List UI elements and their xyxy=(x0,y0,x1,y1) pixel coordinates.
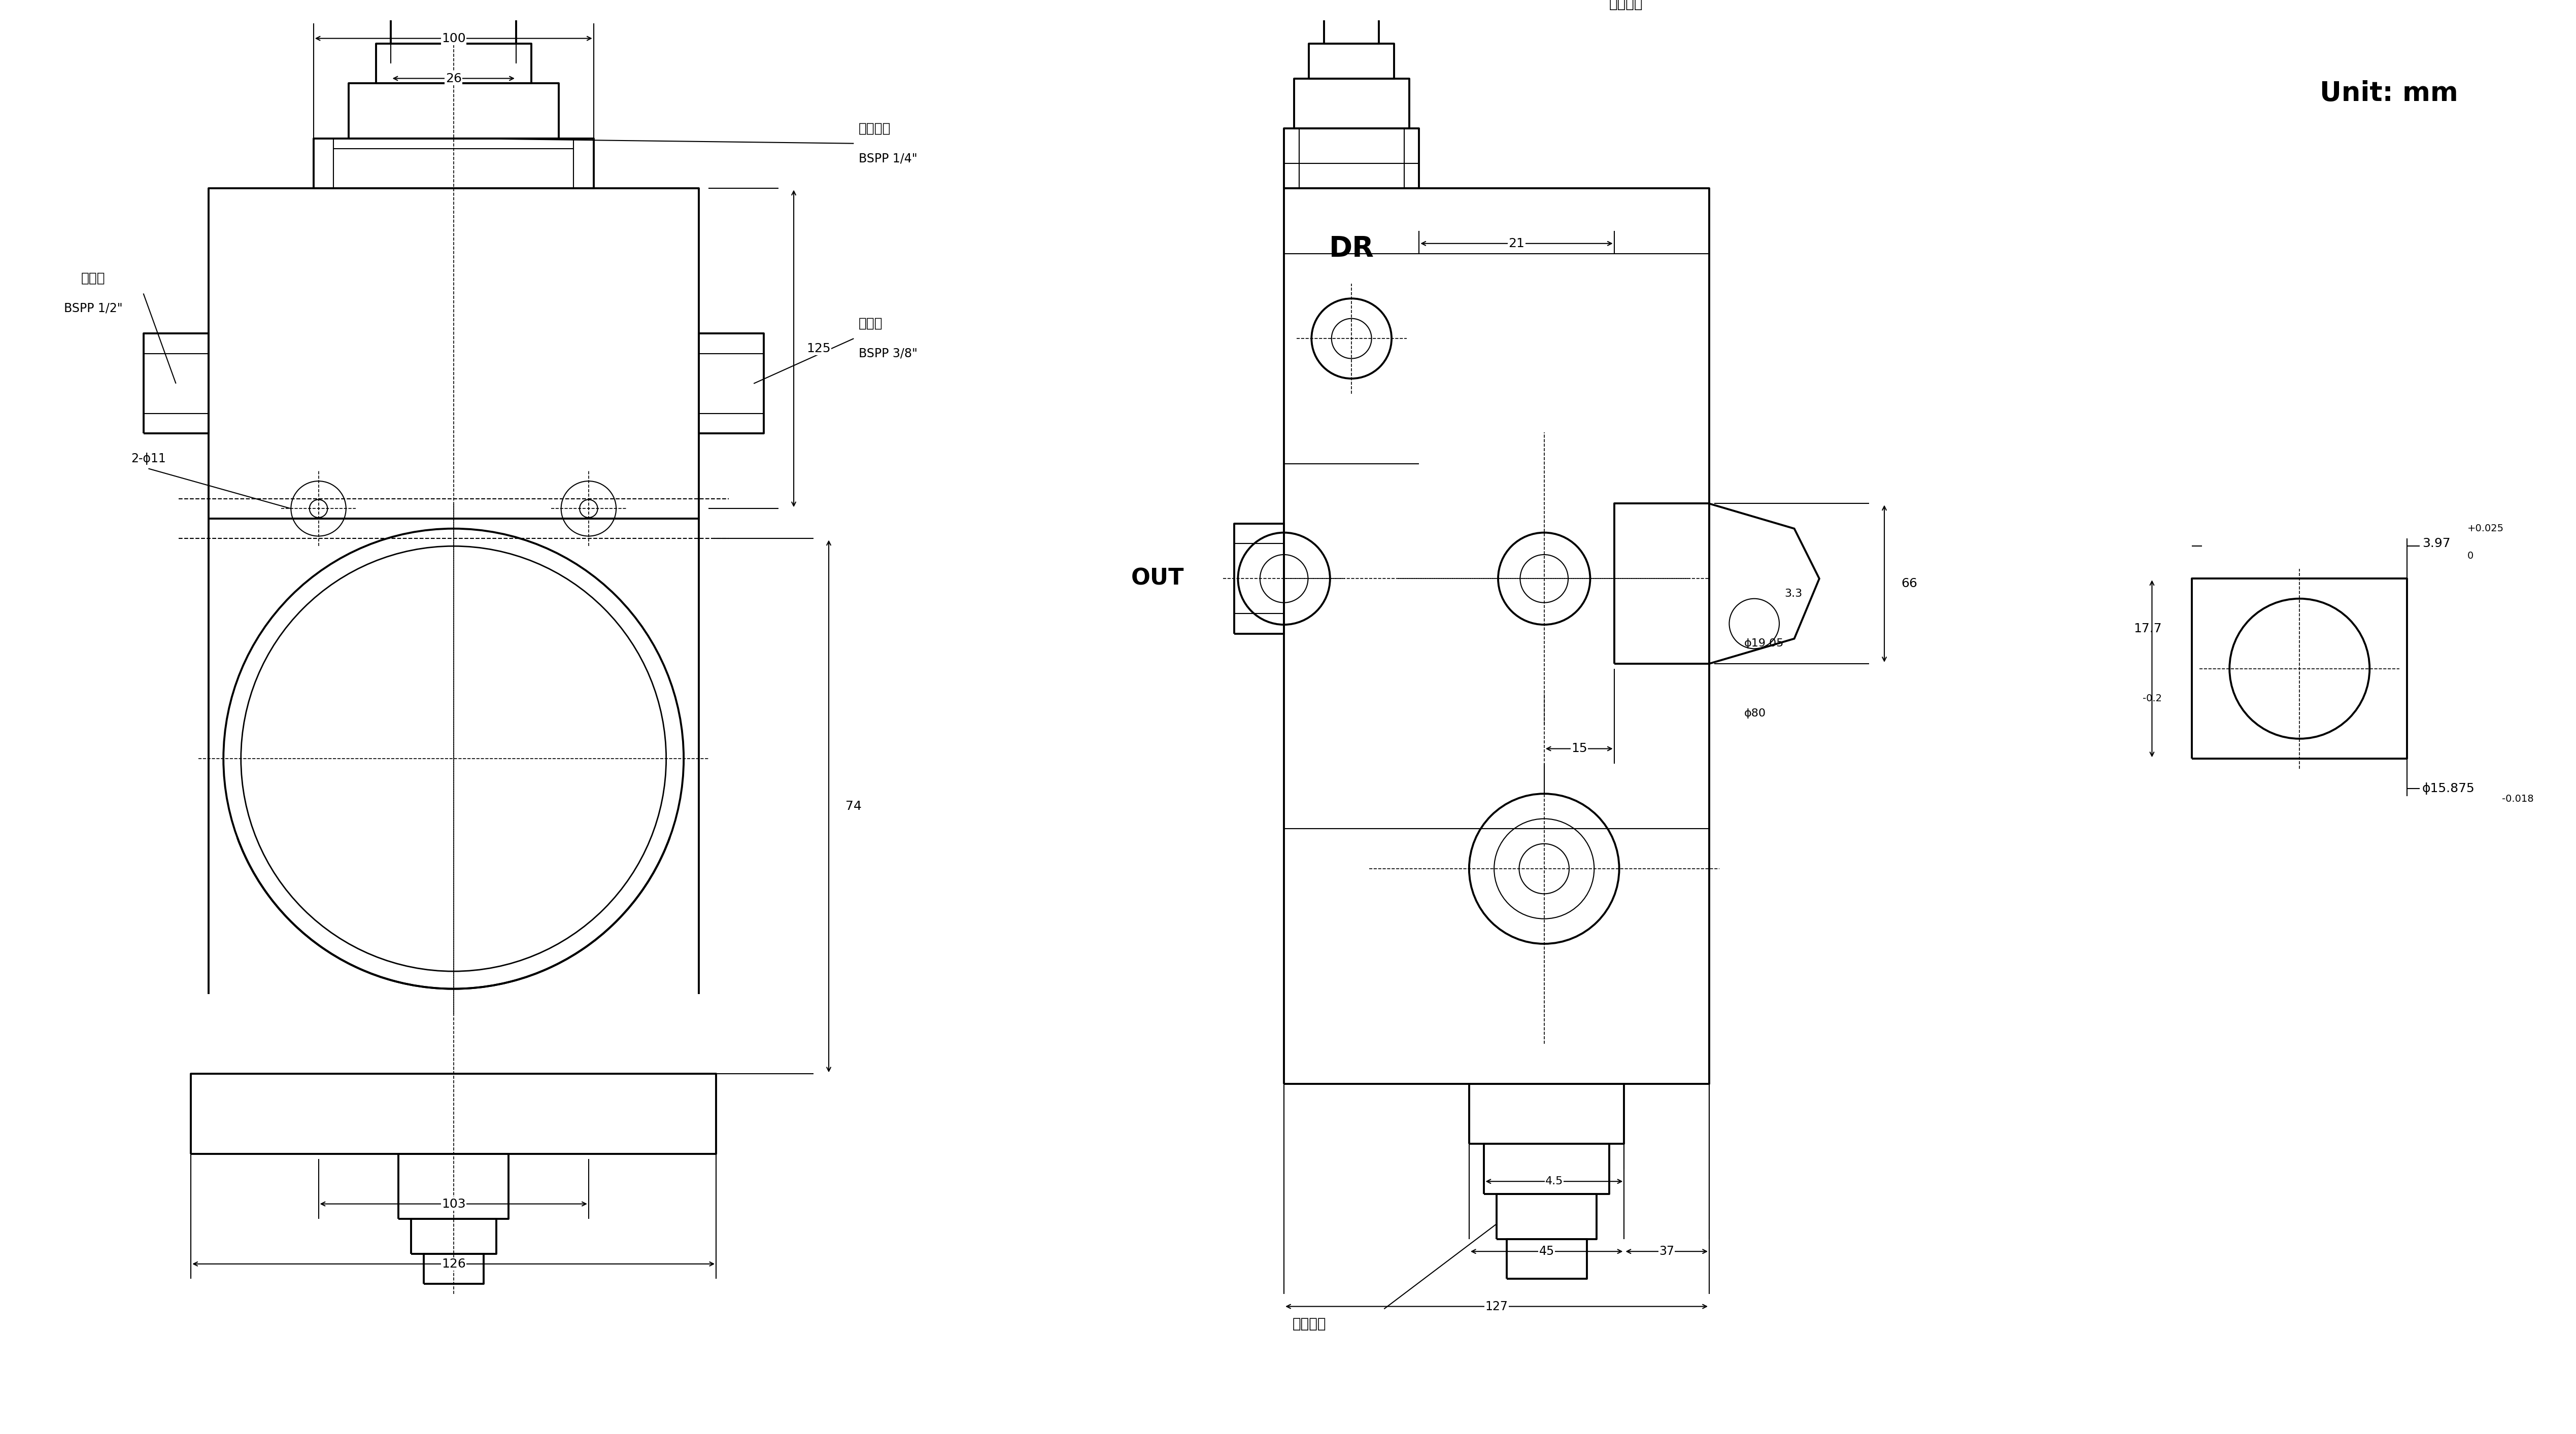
Text: 103: 103 xyxy=(440,1197,466,1210)
Text: 3.97: 3.97 xyxy=(2421,538,2450,549)
Text: 66: 66 xyxy=(1901,578,1917,589)
Text: 37: 37 xyxy=(1659,1245,1674,1258)
Text: ϕ15.875: ϕ15.875 xyxy=(2421,783,2476,794)
Text: 74: 74 xyxy=(845,800,863,812)
Text: 流量調整: 流量調整 xyxy=(1293,1316,1327,1331)
Text: -0.018: -0.018 xyxy=(2501,794,2535,803)
Text: BSPP 3/8": BSPP 3/8" xyxy=(858,347,917,360)
Text: 3.3: 3.3 xyxy=(1785,588,1803,599)
Text: 壓力調整: 壓力調整 xyxy=(1610,0,1643,10)
Text: 125: 125 xyxy=(806,343,832,354)
Text: 內洩油口: 內洩油口 xyxy=(858,122,891,135)
Text: OUT: OUT xyxy=(1131,568,1185,589)
Text: 100: 100 xyxy=(440,33,466,44)
Text: 4.5: 4.5 xyxy=(1546,1176,1564,1186)
Text: 入油口: 入油口 xyxy=(82,272,106,285)
Text: -0.2: -0.2 xyxy=(2143,694,2161,704)
Text: 21: 21 xyxy=(1510,238,1525,250)
Text: Unit: mm: Unit: mm xyxy=(2318,80,2458,106)
Text: 15: 15 xyxy=(1571,743,1587,754)
Text: +0.025: +0.025 xyxy=(2468,523,2504,533)
Text: BSPP 1/2": BSPP 1/2" xyxy=(64,303,124,314)
Text: ϕ19.05: ϕ19.05 xyxy=(1744,638,1785,648)
Text: ϕ80: ϕ80 xyxy=(1744,708,1767,718)
Text: BSPP 1/4": BSPP 1/4" xyxy=(858,152,917,165)
Text: 126: 126 xyxy=(440,1258,466,1271)
Text: 2-ϕ11: 2-ϕ11 xyxy=(131,453,165,465)
Text: 出油口: 出油口 xyxy=(858,317,884,330)
Text: DR: DR xyxy=(1329,235,1373,262)
Text: 0: 0 xyxy=(2468,551,2473,561)
Text: 127: 127 xyxy=(1486,1301,1507,1312)
Text: 45: 45 xyxy=(1538,1245,1553,1258)
Text: 26: 26 xyxy=(446,72,461,85)
Text: 17.7: 17.7 xyxy=(2133,622,2161,635)
